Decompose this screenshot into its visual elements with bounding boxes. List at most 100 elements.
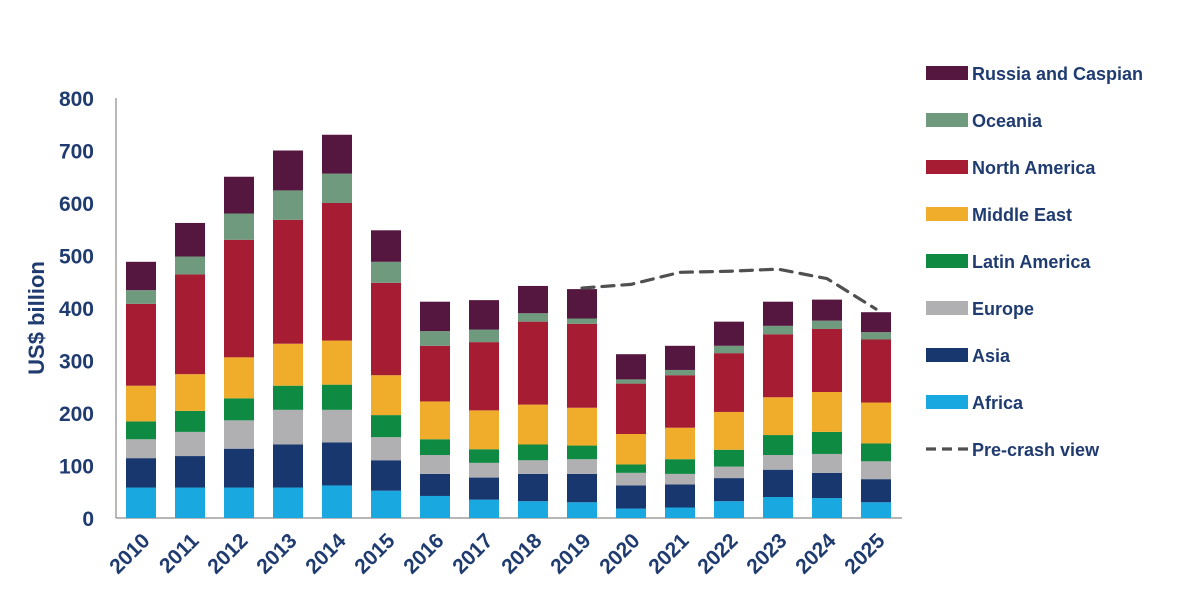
legend-label: Russia and Caspian — [972, 64, 1143, 84]
bar-segment-middle-east — [616, 434, 646, 465]
bar-segment-asia — [126, 458, 156, 488]
bar-segment-north-america — [861, 339, 891, 403]
bar-segment-latin-america — [126, 421, 156, 440]
bar-segment-oceania — [812, 320, 842, 329]
bar-segment-europe — [518, 460, 548, 474]
bar-segment-latin-america — [616, 464, 646, 473]
bar-segment-latin-america — [420, 439, 450, 455]
bar-segment-asia — [812, 472, 842, 499]
bar-segment-russia-and-caspian — [175, 222, 205, 257]
x-tick-label: 2019 — [546, 529, 595, 578]
bar-segment-latin-america — [763, 435, 793, 455]
bar-segment-oceania — [616, 379, 646, 384]
bar-segment-africa — [763, 497, 793, 518]
bar-segment-africa — [861, 502, 891, 518]
bar-segment-middle-east — [469, 410, 499, 450]
bar-segment-asia — [763, 469, 793, 497]
bar-segment-north-america — [224, 239, 254, 358]
bar-segment-north-america — [420, 345, 450, 402]
bar-segment-asia — [273, 444, 303, 488]
bar-segment-middle-east — [518, 404, 548, 445]
bar-segment-asia — [420, 473, 450, 496]
bar-segment-oceania — [763, 325, 793, 335]
legend-label: Europe — [972, 299, 1034, 319]
bar-segment-asia — [714, 478, 744, 502]
x-tick-label: 2018 — [497, 529, 547, 579]
bar-segment-russia-and-caspian — [469, 300, 499, 330]
bar-segment-russia-and-caspian — [567, 289, 597, 319]
legend-swatch — [926, 207, 968, 221]
x-tick-label: 2021 — [644, 529, 694, 579]
bar-segment-latin-america — [665, 459, 695, 474]
bar-segment-latin-america — [518, 444, 548, 461]
bar-segment-middle-east — [371, 375, 401, 416]
bar-segment-russia-and-caspian — [371, 230, 401, 262]
legend-swatch — [926, 254, 968, 268]
bar-segment-europe — [861, 461, 891, 480]
bar-segment-north-america — [763, 334, 793, 398]
bar-segment-oceania — [224, 213, 254, 240]
bar-segment-europe — [175, 431, 205, 457]
bar-segment-europe — [763, 455, 793, 470]
x-tick-label: 2023 — [742, 529, 791, 578]
bar-segment-europe — [616, 472, 646, 486]
bar-segment-latin-america — [224, 398, 254, 421]
bar-segment-middle-east — [322, 340, 352, 385]
bar-segment-middle-east — [126, 385, 156, 422]
x-tick-label: 2012 — [203, 529, 252, 578]
bar-segment-north-america — [322, 203, 352, 341]
legend-swatch — [926, 113, 968, 127]
bar-segment-middle-east — [175, 374, 205, 411]
x-tick-label: 2025 — [840, 529, 890, 579]
bar-segment-africa — [616, 508, 646, 518]
bar-segment-north-america — [371, 282, 401, 376]
bar-segment-middle-east — [763, 397, 793, 436]
bar-segment-europe — [812, 453, 842, 473]
bar-segment-asia — [175, 456, 205, 488]
bar-segment-north-america — [273, 219, 303, 344]
bar-segment-middle-east — [812, 392, 842, 432]
bar-segment-north-america — [518, 321, 548, 405]
y-axis-title: US$ billion — [24, 261, 49, 375]
bar-segment-oceania — [714, 345, 744, 354]
bar-segment-north-america — [175, 274, 205, 375]
legend-label: Middle East — [972, 205, 1072, 225]
bar-segment-latin-america — [861, 443, 891, 462]
bar-segment-russia-and-caspian — [518, 285, 548, 314]
y-tick-label: 400 — [59, 298, 94, 321]
bar-segment-middle-east — [665, 427, 695, 460]
legend-label: Latin America — [972, 252, 1091, 272]
bar-segment-north-america — [812, 329, 842, 392]
bar-segment-oceania — [175, 256, 205, 275]
bar-segment-asia — [322, 442, 352, 486]
bar-segment-north-america — [469, 342, 499, 411]
legend-label: Oceania — [972, 111, 1043, 131]
bar-segment-middle-east — [714, 411, 744, 450]
legend-swatch — [926, 160, 968, 174]
bar-segment-asia — [861, 479, 891, 503]
bar-segment-oceania — [567, 318, 597, 324]
bar-segment-middle-east — [224, 357, 254, 399]
bar-segment-russia-and-caspian — [714, 321, 744, 346]
bar-segment-russia-and-caspian — [224, 176, 254, 214]
bar-segment-north-america — [714, 353, 744, 412]
bar-segment-europe — [665, 473, 695, 485]
bar-segment-latin-america — [469, 449, 499, 463]
legend-swatch — [926, 395, 968, 409]
bar-segment-oceania — [469, 329, 499, 343]
bar-segment-asia — [616, 485, 646, 509]
bar-segment-middle-east — [420, 401, 450, 440]
bar-segment-oceania — [518, 313, 548, 322]
y-tick-label: 0 — [82, 508, 94, 531]
legend-label: Africa — [972, 393, 1024, 413]
bar-segment-oceania — [273, 190, 303, 220]
y-tick-label: 500 — [59, 246, 94, 269]
bar-segment-asia — [518, 473, 548, 502]
x-tick-label: 2014 — [301, 529, 351, 579]
x-tick-label: 2022 — [693, 529, 742, 578]
bar-segment-asia — [371, 460, 401, 491]
legend-label: Asia — [972, 346, 1011, 366]
bar-segment-africa — [665, 507, 695, 518]
bar-segment-europe — [322, 409, 352, 443]
